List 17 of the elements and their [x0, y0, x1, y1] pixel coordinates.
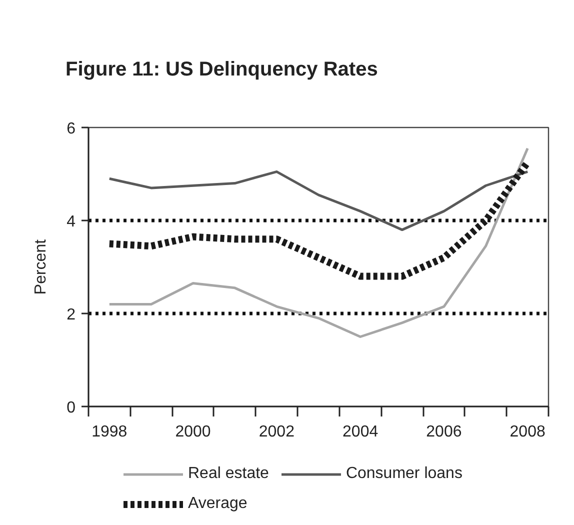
x-tick-label: 2008 — [510, 424, 546, 440]
x-tick-label: 2004 — [342, 424, 378, 440]
x-tick-label: 2000 — [175, 424, 211, 440]
legend-label: Real estate — [188, 465, 269, 483]
line-series — [108, 147, 529, 338]
y-axis-title: Percent — [32, 238, 50, 295]
y-tick-label: 4 — [66, 214, 76, 230]
x-tick-label: 2006 — [426, 424, 462, 440]
legend-label: Consumer loans — [346, 465, 462, 483]
y-tick-label: 0 — [66, 400, 76, 416]
x-tick-label: 2002 — [258, 424, 295, 440]
line-series — [108, 170, 529, 232]
legend-label: Average — [188, 495, 248, 513]
x-tick-label: 1998 — [92, 424, 128, 440]
chart-title: Figure 11: US Delinquency Rates — [66, 58, 378, 80]
y-tick-label: 6 — [66, 120, 76, 138]
y-tick-label: 2 — [66, 306, 76, 324]
